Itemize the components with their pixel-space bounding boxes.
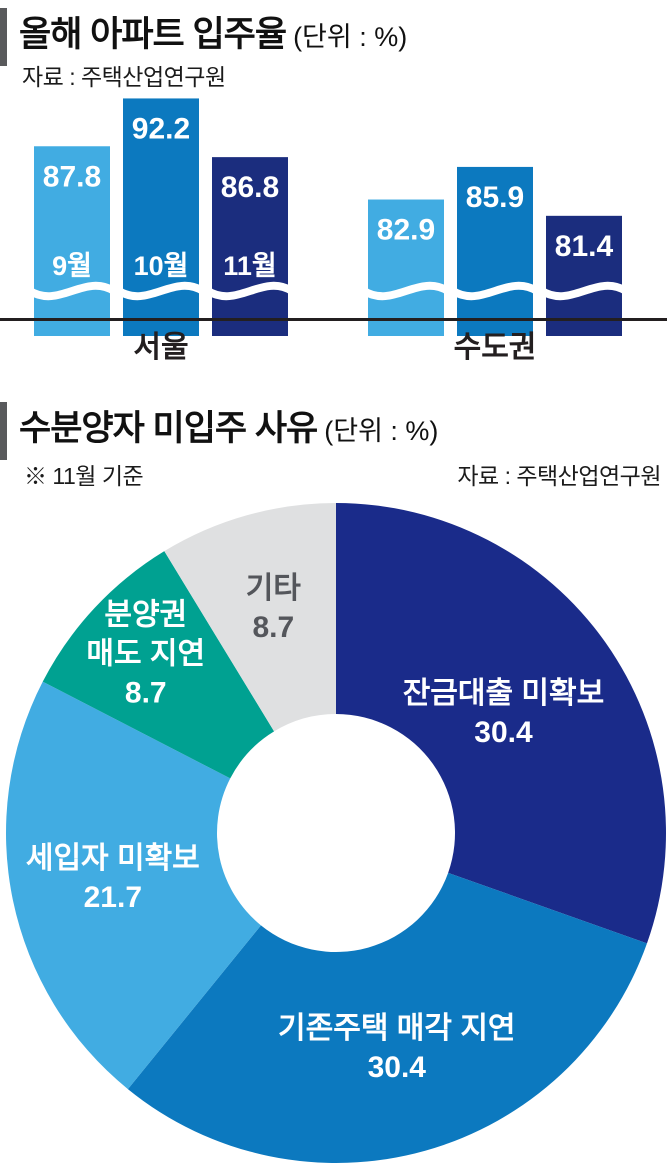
title-accent-bar <box>0 8 7 66</box>
donut-slice <box>5 681 261 1090</box>
donut-chart-source: 자료 : 주택산업연구원 <box>457 463 661 489</box>
title-accent-bar-2 <box>0 402 7 460</box>
axis-break-wave <box>449 281 541 301</box>
donut-chart-note: ※ 11월 기준 <box>24 463 144 489</box>
slice-name-label: 기타 <box>246 572 302 605</box>
axis-break-wave <box>538 281 630 301</box>
bar-value-label: 86.8 <box>221 171 279 204</box>
donut-chart-title: 수분양자 미입주 사유 (단위 : %) <box>19 400 438 451</box>
bar <box>34 146 110 336</box>
donut-slice <box>127 872 647 1163</box>
slice-name-label: 매도 지연 <box>86 638 205 671</box>
donut-chart: 잔금대출 미확보 30.4 기존주택 매각 지연 30.4 세입자 미확보 21.7 분양권… <box>5 503 667 1163</box>
bar <box>368 199 444 336</box>
bar-chart-title-text: 올해 아파트 입주율 <box>19 15 287 54</box>
bar-value-label: 92.2 <box>132 112 190 145</box>
donut-slice <box>336 503 667 944</box>
slice-name-label: 세입자 미확보 <box>26 842 200 875</box>
slice-value-label: 8.7 <box>125 677 167 710</box>
donut-slice <box>164 503 336 732</box>
axis-break-wave <box>204 281 296 301</box>
bar-month-label: 11월 <box>223 251 276 281</box>
slice-name-label: 잔금대출 미확보 <box>403 677 605 710</box>
donut-slice <box>42 551 275 779</box>
bar-value-label: 81.4 <box>555 230 614 263</box>
slice-name-label: 분양권 <box>104 599 187 632</box>
slice-value-label: 30.4 <box>368 1051 427 1084</box>
donut-chart-unit-label: (단위 : %) <box>324 416 439 446</box>
bar <box>457 166 533 336</box>
slice-value-label: 21.7 <box>84 881 142 914</box>
bar-month-label: 9월 <box>52 251 92 281</box>
bar-value-label: 82.9 <box>377 214 435 247</box>
slice-value-label: 30.4 <box>474 716 533 749</box>
axis-break-wave <box>115 281 207 301</box>
bar-chart-unit-label: (단위 : %) <box>293 22 408 52</box>
slice-value-label: 8.7 <box>252 611 294 644</box>
donut-chart-title-text: 수분양자 미입주 사유 <box>19 409 318 448</box>
group-label: 수도권 <box>454 331 537 364</box>
bar <box>546 215 622 336</box>
bar-chart-source: 자료 : 주택산업연구원 <box>22 64 226 90</box>
bar-value-label: 87.8 <box>43 160 101 193</box>
axis-break-wave <box>26 281 118 301</box>
bar-value-label: 85.9 <box>466 181 524 214</box>
group-label: 서울 <box>133 331 188 364</box>
bar-chart-title: 올해 아파트 입주율 (단위 : %) <box>19 6 407 57</box>
bar-month-label: 10월 <box>134 251 189 281</box>
bar <box>212 157 288 336</box>
slice-name-label: 기존주택 매각 지연 <box>278 1012 515 1045</box>
axis-break-wave <box>360 281 452 301</box>
